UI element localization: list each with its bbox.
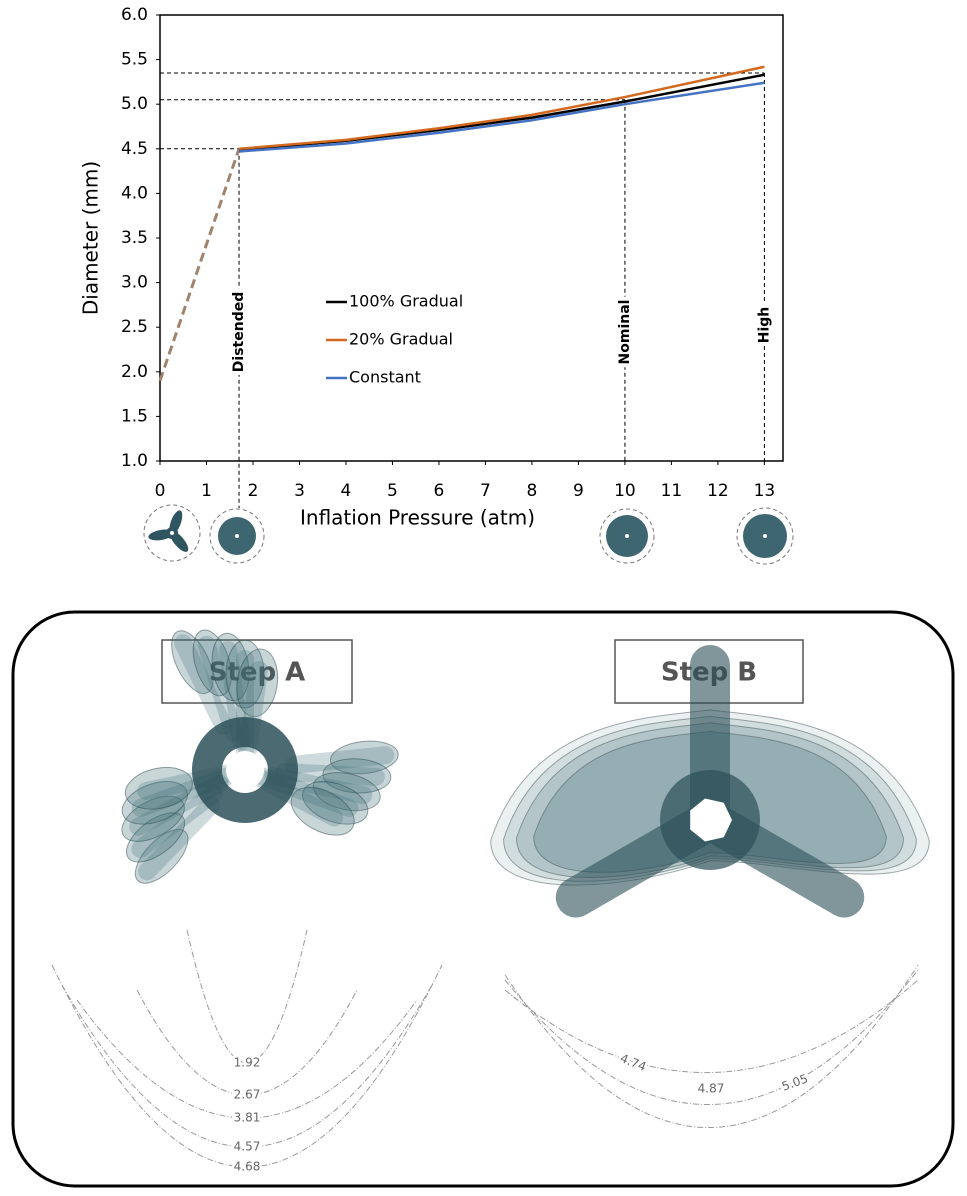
y-tick-label: 5.0 — [121, 94, 148, 114]
x-tick-label: 7 — [480, 481, 491, 501]
y-tick-label: 2.5 — [121, 317, 148, 337]
y-tick-label: 1.5 — [121, 406, 148, 426]
dimension-label: 2.67 — [234, 1088, 261, 1102]
x-tick-label: 4 — [341, 481, 352, 501]
y-axis-label: Diameter (mm) — [79, 161, 103, 315]
dimension-label: 1.92 — [234, 1056, 261, 1070]
x-tick-label: 2 — [248, 481, 259, 501]
annotation: Nominal — [617, 300, 633, 365]
legend-label: 100% Gradual — [349, 292, 463, 311]
series-line — [239, 75, 764, 150]
x-tick-label: 8 — [527, 481, 538, 501]
x-axis-label: Inflation Pressure (atm) — [300, 506, 535, 530]
figure: Inflation Pressure (atm) Diameter (mm) S… — [0, 0, 967, 1196]
x-tick-label: 13 — [754, 481, 776, 501]
hole — [226, 751, 264, 789]
y-tick-label: 2.0 — [121, 362, 148, 382]
y-tick-label: 4.0 — [121, 183, 148, 203]
dimension-label: 4.57 — [234, 1140, 261, 1154]
x-tick-label: 1 — [201, 481, 212, 501]
y-tick-label: 1.0 — [121, 451, 148, 471]
y-tick-label: 3.5 — [121, 228, 148, 248]
annotation: High — [756, 307, 772, 344]
x-tick-label: 3 — [294, 481, 305, 501]
x-tick-label: 6 — [434, 481, 445, 501]
x-tick-label: 12 — [707, 481, 729, 501]
x-tick-label: 0 — [155, 481, 166, 501]
annotation: Distended — [231, 292, 247, 372]
y-tick-label: 5.5 — [121, 50, 148, 70]
x-tick-label: 9 — [573, 481, 584, 501]
x-tick-label: 11 — [661, 481, 683, 501]
series-line — [160, 149, 239, 381]
x-tick-label: 10 — [614, 481, 636, 501]
dimension-label: 3.81 — [234, 1111, 261, 1125]
legend-label: Constant — [349, 368, 421, 387]
y-tick-label: 3.0 — [121, 273, 148, 293]
x-tick-label: 5 — [387, 481, 398, 501]
legend-label: 20% Gradual — [349, 330, 453, 349]
y-tick-label: 6.0 — [121, 5, 148, 25]
dimension-label: 4.87 — [698, 1082, 725, 1096]
dimension-label: 4.68 — [234, 1160, 261, 1174]
series-line — [239, 67, 764, 149]
y-tick-label: 4.5 — [121, 139, 148, 159]
